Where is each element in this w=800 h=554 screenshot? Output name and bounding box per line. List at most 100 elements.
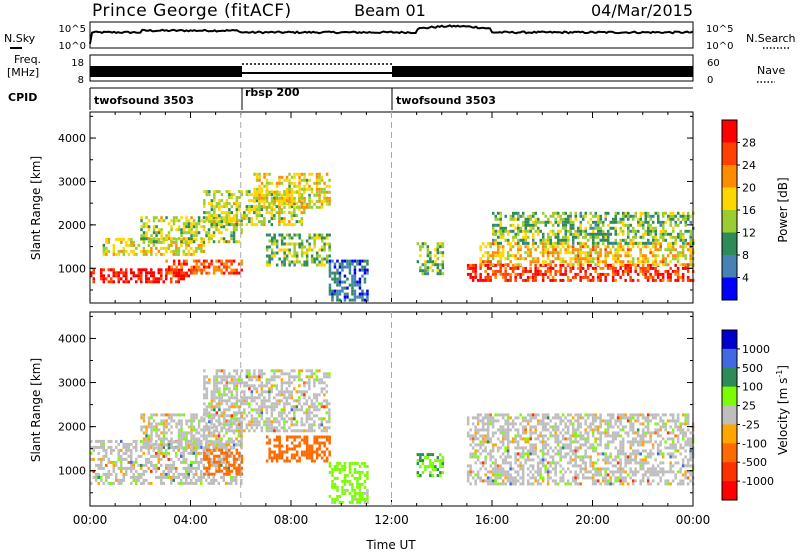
heatmap-cell [298,390,301,394]
heatmap-cell [651,251,655,255]
heatmap-cell [258,178,261,182]
heatmap-cell [293,248,296,252]
heatmap-cell [170,478,173,482]
heatmap-cell [313,441,316,445]
heatmap-cell [270,190,274,194]
heatmap-cell [632,214,635,218]
heatmap-cell [117,466,120,470]
heatmap-cell [220,199,224,203]
heatmap-cell [215,381,219,385]
heatmap-cell [268,405,271,409]
heatmap-cell [268,393,271,397]
heatmap-cell [100,463,103,467]
heatmap-cell [509,482,512,486]
heatmap-cell [499,214,502,218]
heatmap-cell [170,443,173,447]
heatmap-cell [544,467,547,471]
heatmap-cell [218,469,221,473]
heatmap-cell [310,450,314,454]
heatmap-cell [529,223,532,227]
heatmap-cell [215,405,219,409]
heatmap-cell [150,240,153,244]
heatmap-cell [497,235,500,239]
heatmap-cell [293,375,296,379]
heatmap-cell [356,470,359,474]
heatmap-cell [652,229,655,233]
heatmap-cell [642,211,645,215]
heatmap-cell [521,416,525,420]
heatmap-cell [474,269,477,273]
heatmap-cell [170,280,173,284]
heatmap-cell [541,446,545,450]
heatmap-cell [521,266,525,270]
heatmap-cell [92,268,95,272]
heatmap-cell [232,443,236,447]
heatmap-cell [217,240,221,244]
heatmap-cell [571,275,575,279]
heatmap-cell [566,275,570,279]
heatmap-cell [499,269,502,273]
heatmap-cell [233,420,236,424]
heatmap-cell [192,472,195,476]
heatmap-cell [320,245,324,249]
heatmap-cell [303,393,306,397]
heatmap-cell [491,425,495,429]
heatmap-cell [305,447,309,451]
heatmap-cell [220,223,224,227]
heatmap-cell [594,263,597,267]
heatmap-cell [195,466,198,470]
heatmap-cell [361,295,364,299]
heatmap-cell [200,237,203,241]
heatmap-cell [686,263,690,267]
heatmap-cell [529,428,532,432]
heatmap-cell [283,205,286,209]
heatmap-cell [506,434,510,438]
heatmap-cell [584,214,587,218]
heatmap-cell [519,275,522,279]
heatmap-cell [644,220,647,224]
heatmap-cell [481,278,485,282]
heatmap-cell [479,440,482,444]
heatmap-cell [310,248,314,252]
heatmap-cell [318,260,321,264]
heatmap-cell [566,428,570,432]
heatmap-cell [270,423,274,427]
heatmap-cell [325,375,329,379]
heatmap-cell [180,240,183,244]
heatmap-cell [469,482,472,486]
heatmap-cell [353,268,357,272]
heatmap-cell [202,463,205,467]
heatmap-cell [203,199,206,203]
heatmap-cell [260,372,264,376]
heatmap-cell [162,240,166,244]
heatmap-cell [644,245,647,249]
heatmap-cell [341,265,344,269]
heatmap-cell [561,419,565,423]
heatmap-cell [614,220,617,224]
heatmap-cell [584,229,587,233]
heatmap-cell [604,245,607,249]
heatmap-cell [268,257,271,261]
heatmap-cell [328,426,331,430]
heatmap-cell [506,431,510,435]
heatmap-cell [310,236,314,240]
heatmap-cell [258,211,261,215]
heatmap-cell [491,251,495,255]
heatmap-cell [614,260,617,264]
heatmap-cell [554,413,557,417]
heatmap-cell [105,478,108,482]
heatmap-cell [516,446,520,450]
heatmap-cell [110,268,113,272]
heatmap-cell [494,254,497,258]
heatmap-cell [524,251,527,255]
heatmap-cell [223,384,226,388]
heatmap-cell [245,402,249,406]
heatmap-cell [235,271,238,275]
heatmap-cell [343,476,347,480]
heatmap-cell [361,259,364,263]
heatmap-cell [255,417,259,421]
heatmap-cell [215,378,219,382]
heatmap-cell [175,228,178,232]
heatmap-cell [238,223,241,227]
heatmap-cell [170,277,173,281]
